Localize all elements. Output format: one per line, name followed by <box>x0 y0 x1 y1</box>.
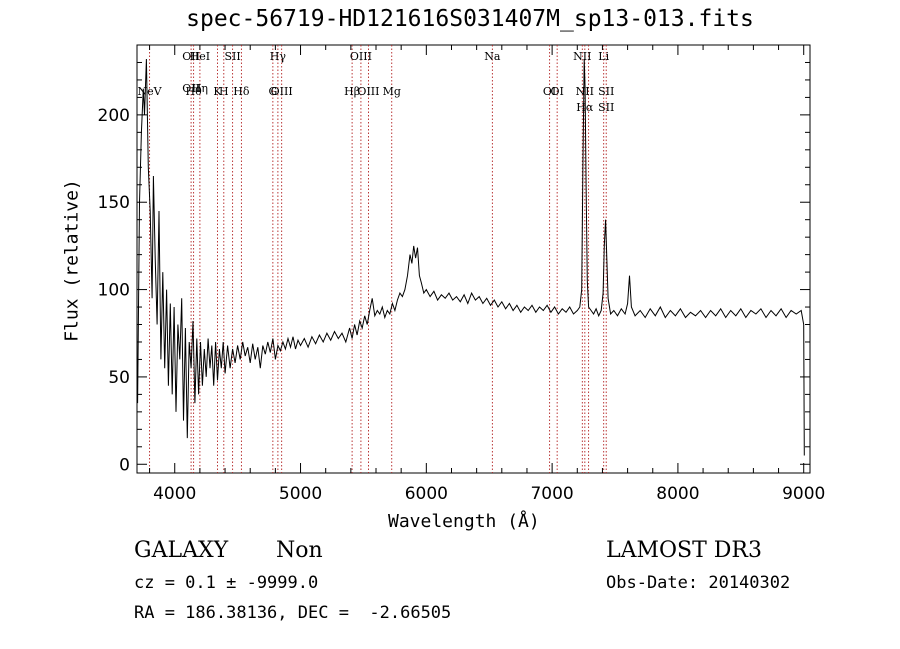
emission-line-label: SII <box>598 101 614 114</box>
emission-line-label: NeV <box>138 85 163 98</box>
emission-line-label: Hγ <box>270 50 287 63</box>
emission-line-label: Mg <box>383 85 401 98</box>
emission-line-label: H <box>219 85 229 98</box>
x-axis-ticks: 4000 5000 6000 7000 8000 9000 <box>149 45 825 504</box>
emission-line-label: Na <box>484 50 501 63</box>
emission-line-label: Hβ <box>344 85 360 98</box>
x-tick-label: 4000 <box>153 484 196 504</box>
x-tick-label: 7000 <box>530 484 573 504</box>
emission-line-markers <box>149 45 607 473</box>
redshift-readout: cz = 0.1 ± -9999.0 <box>134 573 319 593</box>
x-tick-label: 9000 <box>782 484 825 504</box>
y-tick-label: 100 <box>98 281 130 301</box>
y-axis-label: Flux (relative) <box>61 179 83 342</box>
plot-frame <box>136 44 811 474</box>
emission-line-label: Li <box>598 50 609 63</box>
emission-line-label: Hθ <box>185 85 202 98</box>
flux-line <box>137 58 805 456</box>
survey-name: LAMOST DR3 <box>606 538 762 563</box>
emission-line-label: K <box>213 85 222 98</box>
x-tick-label: 5000 <box>279 484 322 504</box>
object-subclass: Non <box>276 538 323 563</box>
flux-series <box>137 58 805 456</box>
emission-line-label: NII <box>573 50 591 63</box>
emission-line-label: OI <box>550 85 563 98</box>
emission-line-label: Hδ <box>233 85 250 98</box>
x-axis-label: Wavelength (Å) <box>388 511 540 532</box>
emission-line-label: OII <box>182 50 200 63</box>
emission-line-label: G <box>268 85 277 98</box>
emission-line-label: OIII <box>271 85 293 98</box>
y-tick-label: 150 <box>98 193 130 213</box>
emission-line-label: SII <box>224 50 240 63</box>
obs-date: Obs-Date: 20140302 <box>606 573 791 593</box>
plot-border <box>136 44 811 474</box>
y-tick-label: 0 <box>119 455 130 475</box>
emission-line-label: OIII <box>350 50 372 63</box>
emission-line-label: SII <box>598 85 614 98</box>
emission-line-label: OI <box>543 85 556 98</box>
y-tick-label: 50 <box>108 368 130 388</box>
y-tick-label: 200 <box>98 106 130 126</box>
y-axis-ticks: 0 50 100 150 200 <box>98 61 810 475</box>
x-tick-label: 8000 <box>656 484 699 504</box>
object-class: GALAXY <box>134 538 229 563</box>
emission-line-label: HeI <box>190 50 210 63</box>
emission-line-label: Hη <box>192 82 208 95</box>
chart-title: spec-56719-HD121616S031407M_sp13-013.fit… <box>186 6 754 32</box>
emission-line-label: OIII <box>357 85 379 98</box>
coordinates: RA = 186.38136, DEC = -2.66505 <box>134 603 452 623</box>
emission-line-label: OII <box>182 82 200 95</box>
x-tick-label: 6000 <box>405 484 448 504</box>
